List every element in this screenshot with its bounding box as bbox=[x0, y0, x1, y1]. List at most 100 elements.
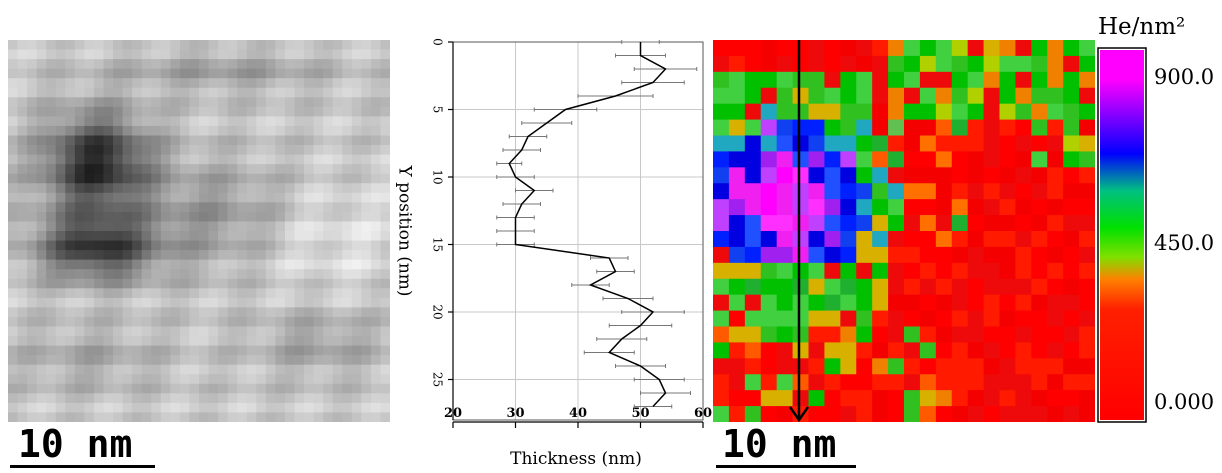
tem-pixel bbox=[141, 326, 152, 337]
tem-pixel bbox=[218, 78, 229, 89]
tem-pixel bbox=[332, 49, 343, 60]
he-pixel bbox=[776, 310, 793, 327]
tem-pixel bbox=[55, 297, 66, 308]
tem-pixel bbox=[380, 125, 391, 136]
he-pixel bbox=[951, 390, 969, 407]
tem-pixel bbox=[227, 125, 238, 136]
tem-pixel bbox=[141, 240, 152, 251]
tem-pixel bbox=[113, 135, 123, 146]
tem-pixel bbox=[179, 412, 190, 423]
tem-pixel bbox=[351, 374, 362, 385]
tem-pixel bbox=[170, 173, 181, 184]
tem-pixel bbox=[265, 393, 276, 404]
he-pixel bbox=[808, 342, 825, 359]
tem-pixel bbox=[55, 278, 66, 289]
tem-pixel bbox=[323, 49, 334, 60]
tem-pixel bbox=[27, 288, 38, 299]
tem-pixel bbox=[370, 297, 381, 308]
he-pixel bbox=[1047, 374, 1064, 391]
tem-pixel bbox=[370, 154, 381, 165]
tem-pixel bbox=[246, 364, 257, 375]
tem-pixel bbox=[351, 49, 362, 60]
tem-pixel bbox=[284, 250, 295, 261]
tem-pixel bbox=[8, 364, 18, 375]
he-pixel bbox=[1079, 406, 1096, 423]
tem-pixel bbox=[122, 68, 133, 79]
tem-pixel bbox=[380, 221, 391, 232]
tem-pixel bbox=[342, 336, 353, 346]
he-pixel bbox=[1031, 119, 1048, 136]
he-pixel bbox=[888, 326, 905, 343]
he-pixel bbox=[904, 406, 921, 423]
tem-pixel bbox=[84, 250, 95, 261]
tem-pixel bbox=[17, 374, 28, 385]
colorbar-title: He/nm² bbox=[1098, 14, 1185, 40]
tem-pixel bbox=[237, 97, 248, 108]
tem-pixel bbox=[132, 87, 143, 98]
tem-pixel bbox=[151, 40, 162, 50]
he-pixel bbox=[999, 326, 1016, 343]
tem-pixel bbox=[46, 68, 57, 79]
tem-pixel bbox=[93, 135, 104, 146]
he-pixel bbox=[935, 342, 953, 359]
tem-pixel bbox=[294, 87, 305, 98]
tem-pixel bbox=[113, 297, 123, 308]
tem-pixel bbox=[189, 211, 200, 222]
tem-pixel bbox=[246, 87, 257, 98]
he-pixel bbox=[935, 183, 953, 200]
tem-pixel bbox=[46, 192, 57, 203]
tem-pixel bbox=[351, 154, 362, 165]
tem-pixel bbox=[160, 135, 171, 146]
tem-pixel bbox=[93, 106, 104, 117]
tem-pixel bbox=[199, 374, 209, 385]
tem-pixel bbox=[361, 221, 372, 232]
tem-pixel bbox=[227, 221, 238, 232]
tem-pixel bbox=[370, 402, 381, 413]
he-pixel bbox=[1063, 326, 1080, 343]
tem-pixel bbox=[304, 297, 314, 308]
he-pixel bbox=[999, 183, 1016, 200]
he-pixel bbox=[872, 199, 889, 216]
tem-pixel bbox=[65, 145, 76, 155]
tem-pixel bbox=[170, 40, 181, 50]
tem-pixel bbox=[265, 202, 276, 213]
tem-pixel bbox=[246, 164, 257, 175]
tem-pixel bbox=[208, 402, 219, 413]
tem-pixel bbox=[361, 59, 372, 70]
tem-pixel bbox=[55, 231, 66, 241]
tem-pixel bbox=[323, 326, 334, 337]
he-pixel bbox=[1047, 342, 1064, 359]
he-density-heatmap bbox=[713, 40, 1096, 423]
tem-pixel bbox=[284, 97, 295, 108]
tem-pixel bbox=[132, 231, 143, 241]
tem-pixel bbox=[74, 240, 85, 251]
he-pixel bbox=[840, 183, 857, 200]
tem-pixel bbox=[256, 154, 267, 165]
he-pixel bbox=[904, 87, 921, 105]
tem-pixel bbox=[304, 355, 314, 366]
he-pixel bbox=[1047, 262, 1064, 280]
tem-pixel bbox=[332, 383, 343, 394]
he-pixel bbox=[760, 87, 778, 105]
tem-pixel bbox=[55, 374, 66, 385]
tem-pixel bbox=[313, 40, 324, 50]
tem-pixel bbox=[170, 49, 181, 60]
tem-pixel bbox=[189, 59, 200, 70]
tem-pixel bbox=[189, 288, 200, 299]
tem-pixel bbox=[8, 355, 18, 366]
he-pixel bbox=[744, 278, 762, 296]
tem-pixel bbox=[27, 40, 38, 50]
tem-pixel bbox=[55, 135, 66, 146]
he-pixel bbox=[967, 262, 984, 280]
tem-pixel bbox=[179, 125, 190, 136]
tem-pixel bbox=[132, 211, 143, 222]
he-pixel bbox=[919, 183, 937, 200]
tem-pixel bbox=[265, 402, 276, 413]
tem-pixel bbox=[113, 355, 123, 366]
tem-pixel bbox=[84, 116, 95, 127]
tem-pixel bbox=[294, 345, 305, 356]
tem-pixel bbox=[179, 269, 190, 280]
he-pixel bbox=[856, 278, 873, 296]
tem-pixel bbox=[313, 412, 324, 423]
